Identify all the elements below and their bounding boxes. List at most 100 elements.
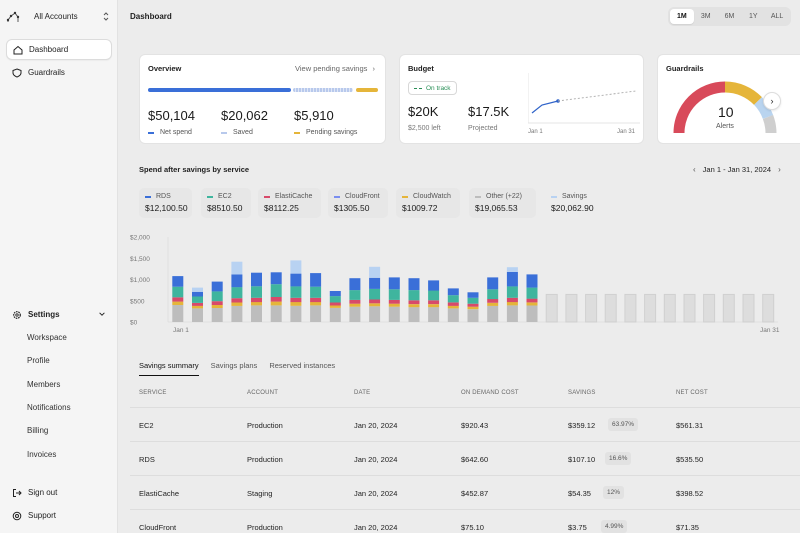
tab-savings-plans[interactable]: Savings plans <box>210 361 258 370</box>
service-chip-ec2[interactable]: EC2 $8510.50 <box>201 188 251 218</box>
sidebar-item-guardrails[interactable]: Guardrails <box>6 62 112 83</box>
col-header-on-demand[interactable]: ON DEMAND COST <box>461 390 519 396</box>
other-swatch <box>475 195 481 198</box>
range-tab-3m[interactable]: 3M <box>700 13 711 20</box>
guardrails-gauge <box>673 81 777 134</box>
service-chip-cloudfront[interactable]: CloudFront $1305.50 <box>328 188 388 218</box>
bar-segment-rds <box>388 277 400 290</box>
ec2-swatch <box>207 195 213 198</box>
savings-percent-badge: 4.99% <box>601 520 628 533</box>
sidebar-item-members[interactable]: Members <box>27 380 61 389</box>
account-select[interactable]: All Accounts <box>28 7 114 26</box>
bar-segment-cloudwatch <box>270 301 282 306</box>
bar-segment-rds <box>172 276 184 287</box>
bar-segment-ec2 <box>211 291 223 302</box>
bar-segment-other <box>329 308 341 322</box>
settings-toggle[interactable]: Settings <box>6 304 112 325</box>
col-header-account[interactable]: ACCOUNT <box>247 390 279 396</box>
bar-segment-other <box>526 305 538 322</box>
chevron-right-icon: › <box>770 96 774 106</box>
account-switcher[interactable]: All Accounts <box>6 7 110 26</box>
gauge-info-segment <box>753 97 774 120</box>
guardrails-next-button[interactable]: › <box>763 92 781 110</box>
table-row[interactable]: RDS Production Jan 20, 2024 $642.60 $107… <box>130 441 800 475</box>
savings-percent-badge: 16.6% <box>605 452 632 465</box>
sidebar-item-billing[interactable]: Billing <box>27 426 49 435</box>
bar-segment-forecast <box>762 293 775 323</box>
bar-segment-cloudwatch <box>211 305 223 308</box>
bar-segment-rds <box>428 280 440 291</box>
chevron-updown-icon <box>103 12 109 21</box>
page-title: Dashboard <box>130 12 172 21</box>
sidebar-item-dashboard[interactable]: Dashboard <box>6 39 112 60</box>
table-row[interactable]: ElastiCache Staging Jan 20, 2024 $452.87… <box>130 475 800 509</box>
bar-segment-ec2 <box>290 286 302 298</box>
service-chip-rds[interactable]: RDS $12,100.50 <box>139 188 192 218</box>
sidebar-item-workspace[interactable]: Workspace <box>27 333 67 342</box>
chevron-right-icon[interactable]: › <box>778 165 781 174</box>
sidebar-item-profile[interactable]: Profile <box>27 356 50 365</box>
bar-segment-elasticache <box>506 297 518 303</box>
service-name: RDS <box>156 193 171 200</box>
col-header-net-cost[interactable]: NET COST <box>676 390 708 396</box>
cell-account: Production <box>247 421 283 430</box>
service-value: $19,065.53 <box>475 203 518 213</box>
sign-out-button[interactable]: Sign out <box>6 482 112 503</box>
overview-card: Overview View pending savings › $50,104 … <box>139 54 386 144</box>
service-value: $12,100.50 <box>145 203 188 213</box>
budget-status-label: On track <box>426 84 451 92</box>
alerts-label: Alerts <box>716 123 734 130</box>
bar-segment-elasticache <box>388 299 400 304</box>
bar-segment-forecast <box>604 293 617 323</box>
bar-segment-cloudwatch <box>526 302 538 306</box>
bar-segment-ec2 <box>251 286 262 298</box>
bar-segment-rds <box>467 292 479 298</box>
cell-savings: $107.10 <box>568 455 596 464</box>
service-chip-elasticache[interactable]: ElastiCache $8112.25 <box>258 188 321 218</box>
table-row[interactable]: EC2 Production Jan 20, 2024 $920.43 $359… <box>130 407 800 441</box>
settings-label: Settings <box>28 310 60 319</box>
service-chip-savings[interactable]: Savings $20,062.90 <box>545 188 607 218</box>
sidebar-item-invoices[interactable]: Invoices <box>27 450 57 459</box>
view-pending-savings-link[interactable]: View pending savings › <box>295 64 375 73</box>
spend-bar-chart: $2,000 $1,500 $1,000 $500 $0 Jan 1 Jan 31 <box>130 235 780 335</box>
gear-icon <box>13 310 21 319</box>
service-chip-other[interactable]: Other (+22) $19,065.53 <box>469 188 536 218</box>
bar-segment-ec2 <box>447 295 459 303</box>
pending-bar <box>356 88 378 92</box>
support-button[interactable]: Support <box>6 505 112 526</box>
service-chip-cloudwatch[interactable]: CloudWatch $1009.72 <box>396 188 460 218</box>
bar-segment-ec2 <box>172 286 184 298</box>
col-header-service[interactable]: SERVICE <box>139 390 167 396</box>
x-tick-label: Jan 31 <box>760 327 780 334</box>
tab-savings-summary[interactable]: Savings summary <box>139 361 199 376</box>
bar-segment-other <box>388 306 400 322</box>
bar-segment-elasticache <box>349 299 361 304</box>
table-row[interactable]: CloudFront Production Jan 20, 2024 $75.1… <box>130 509 800 533</box>
saved-bar <box>293 88 353 92</box>
budget-actual-line <box>531 100 559 114</box>
sidebar-item-notifications[interactable]: Notifications <box>27 403 71 412</box>
spend-section-title: Spend after savings by service <box>139 165 250 174</box>
service-name: CloudFront <box>345 193 380 200</box>
range-tab-6m[interactable]: 6M <box>724 13 735 20</box>
range-tab-all[interactable]: ALL <box>770 13 784 20</box>
service-value: $1009.72 <box>402 203 438 213</box>
bar-segment-forecast <box>585 293 598 323</box>
bar-segment-elasticache <box>526 298 538 303</box>
bar-segment-cloudwatch <box>487 302 499 306</box>
cell-savings: $3.75 <box>568 523 587 532</box>
col-header-savings[interactable]: SAVINGS <box>568 390 596 396</box>
dash-line-icon <box>414 87 422 89</box>
tab-reserved-instances[interactable]: Reserved instances <box>269 361 336 370</box>
bar-segment-other <box>506 305 518 322</box>
bar-segment-forecast <box>703 293 716 323</box>
col-header-date[interactable]: DATE <box>354 390 371 396</box>
bar-segment-other <box>428 307 440 322</box>
bar-segment-elasticache <box>408 300 420 305</box>
range-tab-1y[interactable]: 1Y <box>749 13 758 20</box>
range-tab-1m[interactable]: 1M <box>670 9 694 24</box>
service-name: Savings <box>562 193 587 200</box>
bar-segment-forecast <box>683 293 696 323</box>
chevron-left-icon[interactable]: ‹ <box>693 165 696 174</box>
